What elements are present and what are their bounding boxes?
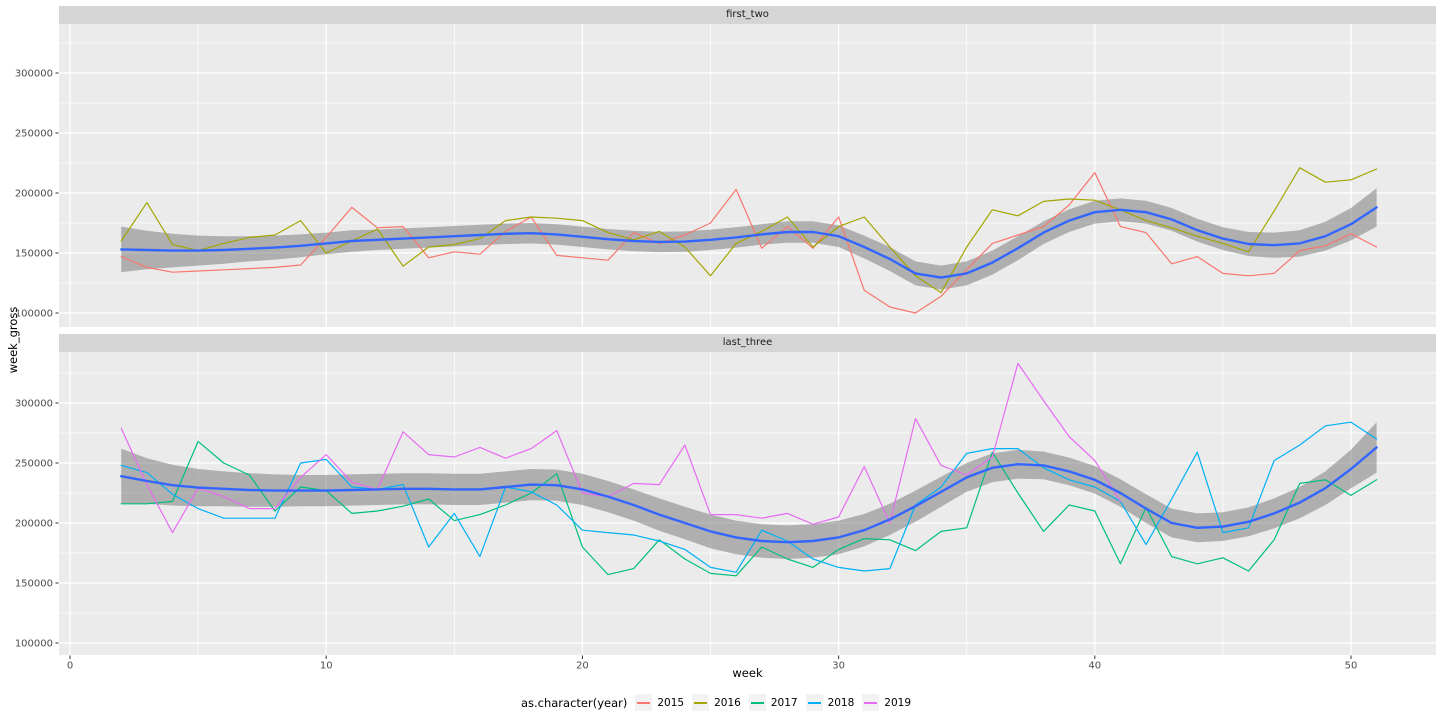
y-tick-label: 300000 bbox=[15, 399, 53, 410]
series-line-2016 bbox=[120, 167, 1378, 294]
legend-key-swatch bbox=[805, 694, 823, 711]
y-axis-title: week_gross bbox=[6, 306, 20, 374]
y-tick-label: 300000 bbox=[15, 69, 53, 80]
legend-title: as.character(year) bbox=[520, 695, 628, 710]
legend-entry-2019: 2019 bbox=[862, 694, 911, 711]
legend-key-swatch bbox=[862, 694, 880, 711]
y-tick-label: 150000 bbox=[15, 249, 53, 260]
series-line-2015 bbox=[120, 172, 1378, 314]
x-tick-label: 20 bbox=[576, 661, 589, 672]
legend-entry-label: 2017 bbox=[770, 696, 798, 709]
legend-entry-label: 2016 bbox=[714, 696, 741, 709]
legend-key-swatch bbox=[635, 694, 653, 711]
legend-entry-2017: 2017 bbox=[748, 694, 798, 711]
legend-key-line bbox=[750, 701, 764, 704]
legend-key-swatch bbox=[692, 694, 710, 711]
legend-entry-2016: 2016 bbox=[692, 694, 741, 711]
legend-entry-label: 2019 bbox=[884, 696, 912, 709]
y-tick-label: 100000 bbox=[15, 639, 53, 650]
smooth-line bbox=[120, 446, 1378, 544]
legend-entries: 2015 2016 2017 2018 2019 bbox=[635, 694, 919, 711]
x-axis-title: week bbox=[732, 666, 763, 680]
facet-strip-first-two: first_two bbox=[726, 9, 769, 20]
y-tick-label: 100000 bbox=[15, 309, 53, 320]
legend-key-swatch bbox=[748, 694, 766, 711]
y-tick-label: 200000 bbox=[15, 519, 53, 530]
legend-entry-2015: 2015 bbox=[635, 694, 684, 711]
legend-entry-label: 2018 bbox=[827, 696, 855, 709]
legend-entry-2018: 2018 bbox=[805, 694, 855, 711]
facet-strip-last-three: last_three bbox=[722, 337, 773, 348]
y-tick-label: 150000 bbox=[15, 579, 53, 590]
y-tick-label: 250000 bbox=[15, 459, 53, 470]
x-tick-label: 50 bbox=[1345, 661, 1358, 672]
y-tick-label: 250000 bbox=[15, 129, 53, 140]
panel-background bbox=[59, 24, 1436, 327]
x-tick-label: 0 bbox=[67, 661, 73, 672]
smooth-confidence-ribbon bbox=[121, 422, 1377, 559]
x-tick-label: 40 bbox=[1088, 661, 1101, 672]
series-line-2017 bbox=[120, 440, 1378, 577]
series-line-2019 bbox=[120, 362, 1122, 534]
legend-key-line bbox=[694, 701, 708, 704]
legend: as.character(year) 2015 2016 2017 2018 2019 bbox=[0, 694, 1440, 711]
x-tick-label: 10 bbox=[320, 661, 333, 672]
smooth-line bbox=[120, 206, 1378, 279]
legend-key-line bbox=[807, 701, 821, 704]
legend-key-line bbox=[637, 701, 651, 704]
facet-strip-bg bbox=[59, 6, 1436, 24]
series-line-2018 bbox=[120, 421, 1378, 573]
legend-entry-label: 2015 bbox=[657, 696, 685, 709]
smooth-confidence-ribbon bbox=[121, 188, 1377, 290]
x-tick-label: 30 bbox=[832, 661, 845, 672]
facet-strip-bg bbox=[59, 334, 1436, 352]
legend-key-line bbox=[864, 701, 878, 704]
y-tick-label: 200000 bbox=[15, 189, 53, 200]
